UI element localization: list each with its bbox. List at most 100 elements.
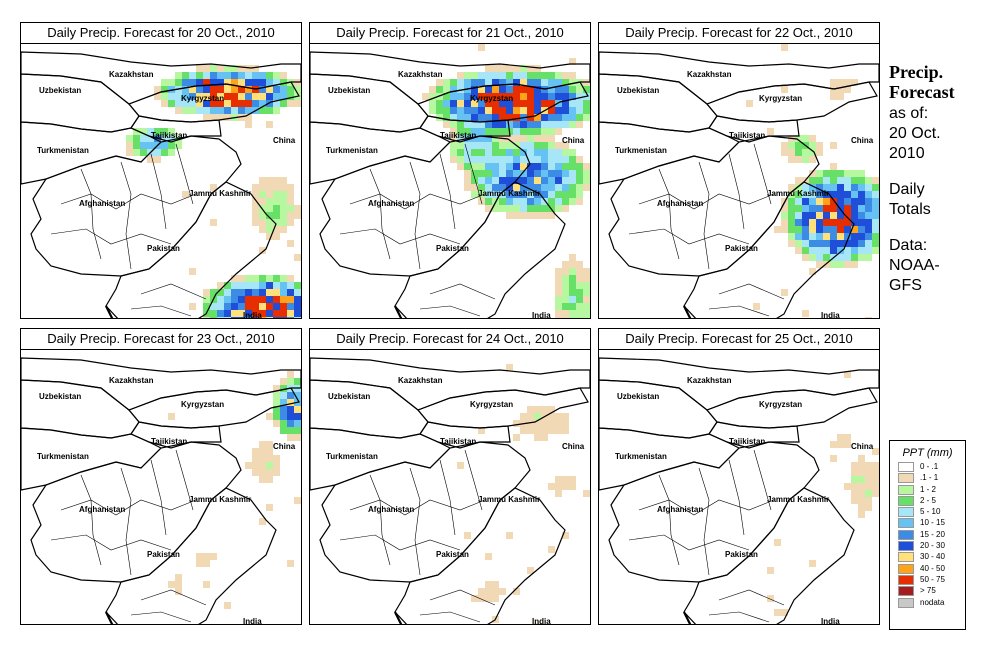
province-boundary [369,474,391,566]
precip-cell [224,114,231,121]
precip-cell [450,149,457,156]
precip-cell [562,198,569,205]
precip-cell [273,275,280,282]
precip-cell [534,114,541,121]
precip-cell [816,205,823,212]
precip-cell [837,233,844,240]
precip-cell [555,420,562,427]
precip-cell [562,107,569,114]
legend-item: 50 - 75 [898,574,965,585]
precip-cell [471,100,478,107]
precip-cell [485,93,492,100]
precip-cell [429,107,436,114]
precip-cell [802,156,809,163]
precip-cell [872,469,879,476]
precip-cell [520,93,527,100]
precip-cell [252,205,259,212]
precip-cell [767,595,774,602]
precip-cell [562,156,569,163]
map-label-turkmenistan: Turkmenistan [37,146,89,155]
precip-cell [238,72,245,79]
precip-cell [541,163,548,170]
precip-cell [802,240,809,247]
precip-cell [823,177,830,184]
precip-cell [802,191,809,198]
map-label-pakistan: Pakistan [147,550,180,559]
precip-cell [273,469,280,476]
country-boundary [319,441,531,583]
precip-cell [541,212,548,219]
precip-cell [541,93,548,100]
legend-title: PPT (mm) [902,447,953,459]
precip-cell [266,289,273,296]
precip-cell [485,177,492,184]
precip-cell [280,427,287,434]
precip-cell [872,212,879,219]
map-label-jammu-kashmir: Jammu Kashmir [189,495,252,504]
precip-cell [823,191,830,198]
precip-cell [872,205,879,212]
precip-cell [231,86,238,93]
precip-cell [858,177,865,184]
precip-cell [450,107,457,114]
precip-cell [471,595,478,602]
precip-map-graphic [599,357,879,624]
precip-cell [858,462,865,469]
precip-cell [478,163,485,170]
precip-cell [457,149,464,156]
precip-cell [280,93,287,100]
precip-cell [499,72,506,79]
precip-cell [492,72,499,79]
precip-cell [499,65,506,72]
precip-cell [851,226,858,233]
precip-cell [781,219,788,226]
precip-cell [485,595,492,602]
precip-cell [266,462,273,469]
precip-cell [837,177,844,184]
precip-cell [788,191,795,198]
precip-cell [555,142,562,149]
precip-cell [534,100,541,107]
precip-cell [872,476,879,483]
precip-cell [210,100,217,107]
precip-cell [238,86,245,93]
precip-cell [548,184,555,191]
precip-cell [210,184,217,191]
panel-title: Daily Precip. Forecast for 20 Oct., 2010 [21,23,301,44]
precip-cell [576,177,583,184]
side-title-line2: Forecast [889,82,955,102]
coastline [683,611,692,624]
precip-cell [527,163,534,170]
precip-cell [266,310,273,317]
legend-label: 20 - 30 [920,541,945,551]
legend-swatch [898,484,914,495]
precip-cell [837,434,844,441]
precip-cell [499,198,506,205]
precip-cell [210,553,217,560]
map-label-tajikistan: Tajikistan [440,437,477,446]
precip-cell [252,296,259,303]
precip-cell [548,93,555,100]
precip-cell [217,79,224,86]
precip-cell [252,219,259,226]
precip-cell [294,289,301,296]
precip-cell [823,240,830,247]
country-boundary [21,357,301,411]
precip-cell [266,275,273,282]
precip-cell [287,413,294,420]
precip-cell [450,121,457,128]
precip-cell [245,114,252,121]
precip-cell [245,317,252,318]
precip-cell [837,79,844,86]
precip-cell [534,177,541,184]
precip-cell [555,163,562,170]
precip-map: Kazakhstan Uzbekistan Kyrgyzstan Tajikistan… [21,44,301,318]
map-label-kyrgyzstan: Kyrgyzstan [759,94,803,103]
precip-cell [245,296,252,303]
precip-cell [266,455,273,462]
precip-cell [583,310,590,317]
map-label-afghanistan: Afghanistan [79,505,126,514]
precip-cell [492,581,499,588]
precip-cell [287,205,294,212]
precip-cell [280,205,287,212]
